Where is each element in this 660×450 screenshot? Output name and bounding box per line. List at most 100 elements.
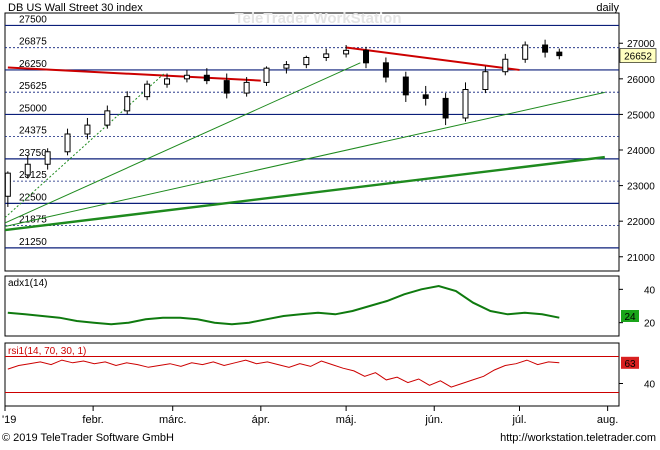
candle-body (382, 62, 389, 78)
candle-body (4, 172, 11, 197)
last-value: 63 (624, 359, 636, 370)
candle (164, 73, 171, 88)
candle-body (402, 76, 409, 96)
candle-body (283, 64, 290, 69)
right-tick-label: 23000 (627, 182, 655, 193)
copyright: © 2019 TeleTrader Software GmbH (2, 432, 174, 444)
candle (64, 128, 71, 156)
candle-body (462, 89, 469, 119)
rsi-right-ticks: 40 (619, 380, 656, 391)
candle (422, 85, 429, 106)
candle (482, 66, 489, 94)
trendlines (4, 46, 605, 232)
candle-body (144, 83, 151, 98)
x-axis: '19 febr. márc. ápr. máj. jún. júl. aug. (2, 406, 618, 426)
last-price-box (619, 48, 657, 63)
right-tick-label: 27000 (627, 39, 655, 50)
candle (402, 71, 409, 102)
candle (84, 117, 91, 140)
candle-body (24, 163, 31, 176)
left-price-label: 24375 (19, 126, 47, 137)
candle-body (243, 81, 250, 94)
left-price-label: 27500 (19, 14, 47, 25)
adx-series-line (7, 284, 560, 326)
candle (556, 48, 563, 60)
candle (124, 91, 131, 115)
left-price-label: 25625 (19, 81, 47, 92)
support-trendline (4, 62, 361, 224)
candle-body (422, 94, 429, 99)
candle (44, 148, 51, 170)
candle (203, 68, 210, 85)
rsi-title: rsi1(14, 70, 30, 1) (8, 346, 86, 357)
candle-body (323, 53, 330, 58)
left-price-label: 26250 (19, 59, 47, 70)
candle (522, 41, 529, 63)
last-price-badge: 26652 (619, 48, 657, 63)
candle (243, 77, 250, 97)
x-tick-label: '19 (2, 414, 16, 426)
rsi-series-line (7, 359, 560, 388)
candle (144, 80, 151, 101)
candle-body (203, 74, 210, 82)
right-tick-label: 20 (644, 319, 656, 330)
candle (442, 93, 449, 126)
left-price-label: 23750 (19, 148, 47, 159)
candle-body (44, 151, 51, 165)
rsi-panel: 40 63 (4, 342, 656, 407)
period-label: daily (596, 2, 619, 14)
x-tick-label: ápr. (252, 414, 270, 426)
candle (462, 82, 469, 122)
candle-body (223, 80, 230, 94)
candle-body (124, 96, 131, 112)
x-tick-label: febr. (82, 414, 103, 426)
rsi-line (7, 359, 560, 388)
right-tick-label: 25000 (627, 110, 655, 121)
adx-title: adx1(14) (8, 278, 47, 289)
chart-title: DB US Wall Street 30 index (8, 2, 143, 14)
x-tick-label: jún. (424, 414, 443, 426)
left-price-label: 23125 (19, 170, 47, 181)
resistance-trendline (7, 66, 261, 82)
candle-body (84, 124, 91, 135)
candle (303, 55, 310, 69)
candle-body (502, 58, 509, 73)
candle-body (104, 110, 111, 126)
left-price-label: 26875 (19, 37, 47, 48)
candle-body (303, 56, 310, 66)
candle (223, 73, 230, 99)
x-tick-label: aug. (597, 414, 618, 426)
candle (24, 155, 31, 179)
left-price-label: 22500 (19, 192, 47, 203)
last-value-box (621, 310, 639, 322)
candle (542, 39, 549, 58)
adx-right-ticks: 40 20 (619, 285, 656, 330)
candle-body (522, 44, 529, 60)
candle-body (64, 133, 71, 153)
candle (283, 61, 290, 74)
candle (363, 46, 370, 69)
right-tick-label: 26000 (627, 75, 655, 86)
adx-panel-frame (4, 275, 620, 337)
price-panel-frame (4, 12, 620, 272)
adx-line (7, 284, 560, 326)
rsi-last-badge: 63 (621, 356, 639, 370)
x-tick-label: máj. (336, 414, 357, 426)
rsi-panel-frame (4, 342, 620, 407)
last-value-box (621, 356, 639, 369)
candle-body (363, 49, 370, 64)
adx-panel: 40 20 24 (4, 275, 656, 337)
candle-body (164, 78, 171, 85)
candle (323, 48, 330, 62)
watermark: TeleTrader WorkStation (235, 10, 402, 27)
resistance-trendline (345, 46, 520, 71)
candle-body (343, 49, 350, 55)
last-value: 24 (624, 312, 636, 323)
candle (502, 53, 509, 76)
candle-body (263, 67, 270, 83)
candle (263, 66, 270, 86)
candle (4, 171, 11, 207)
